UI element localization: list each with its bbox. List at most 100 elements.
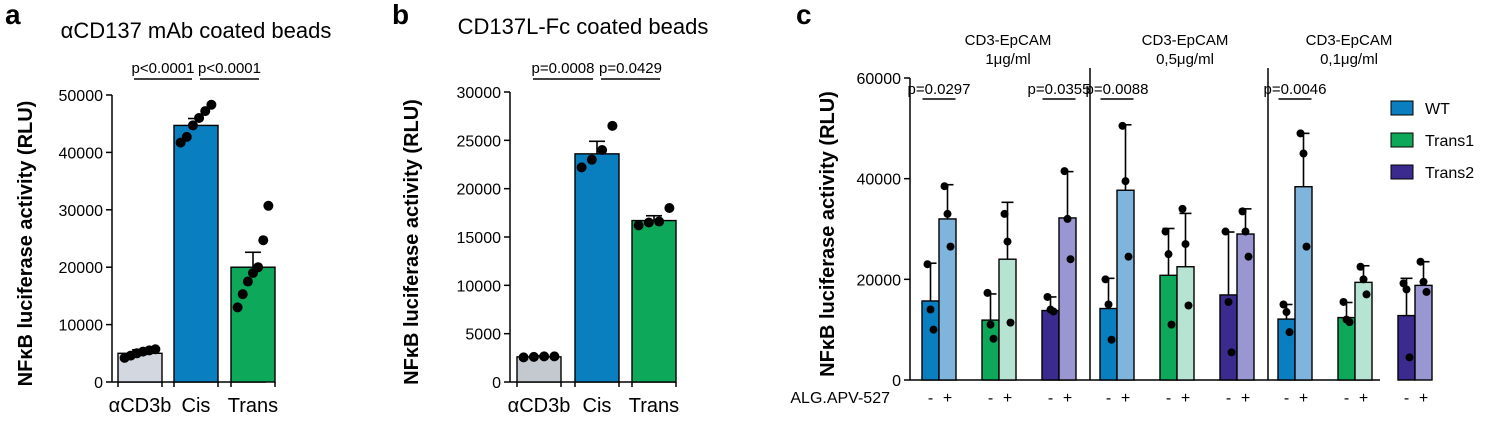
data-point: [643, 217, 654, 228]
data-point: [576, 162, 587, 173]
bar-3: [230, 266, 276, 383]
data-point: [232, 302, 243, 313]
y-tick-label: 10000: [59, 318, 104, 335]
data-point: [1416, 257, 1425, 266]
data-point: [1339, 297, 1348, 306]
y-axis-label: NFκB luciferase activity (RLU): [15, 101, 37, 387]
bar-trans2-plus: [1414, 284, 1433, 381]
treatment-label: +: [1063, 390, 1072, 407]
treatment-label: +: [1241, 390, 1250, 407]
bar-1: [117, 352, 163, 383]
p-value-label: p=0.0429: [599, 60, 662, 77]
data-point: [586, 154, 597, 165]
p-value-label: p<0.0001: [198, 60, 261, 77]
legend-swatch: [1390, 132, 1414, 148]
bar-2: [574, 153, 620, 383]
condition-label: CD3-EpCAM: [1142, 32, 1229, 49]
p-value-label: p=0.0008: [532, 60, 595, 77]
data-point: [1282, 308, 1291, 317]
data-point: [1164, 250, 1173, 259]
y-axis-label: NFκB luciferase activity (RLU): [401, 99, 423, 385]
treatment-label: -: [1344, 390, 1349, 407]
data-point: [1107, 335, 1116, 344]
x-category-label: Cis: [583, 395, 612, 417]
x-category-label: Trans: [629, 395, 679, 417]
data-point: [258, 235, 269, 246]
bar-wt-minus: [1099, 307, 1118, 381]
data-point: [929, 325, 938, 334]
bar-wt-minus: [1277, 318, 1296, 381]
bar-wt-plus: [1294, 186, 1313, 381]
p-value-label: p<0.0001: [132, 60, 195, 77]
bar-trans1-plus: [1176, 266, 1195, 381]
data-point: [1066, 255, 1075, 264]
data-point: [194, 112, 205, 123]
bar-trans2-minus: [1219, 294, 1238, 381]
panel-label: c: [796, 0, 812, 30]
bar-trans1-minus: [981, 319, 1000, 381]
data-point: [150, 344, 161, 355]
data-point: [206, 99, 217, 110]
treatment-label: -: [1106, 390, 1111, 407]
panel-label: b: [392, 0, 409, 30]
bar-trans2-minus: [1397, 314, 1416, 381]
treatment-label: +: [1181, 390, 1190, 407]
bar-wt-plus: [1116, 189, 1135, 381]
treatment-label: +: [943, 390, 952, 407]
data-point: [1003, 237, 1012, 246]
data-point: [549, 351, 560, 362]
y-tick-label: 10000: [457, 278, 502, 295]
data-point: [983, 288, 992, 297]
data-point: [1124, 252, 1133, 261]
data-point: [1359, 275, 1368, 284]
data-point: [633, 220, 644, 231]
panel-label: a: [5, 0, 21, 30]
data-point: [1296, 129, 1305, 138]
y-axis-label: NFκB luciferase activity (RLU): [817, 91, 839, 377]
data-point: [263, 200, 274, 211]
treatment-label: +: [1121, 390, 1130, 407]
data-point: [1356, 262, 1365, 271]
data-point: [539, 351, 550, 362]
y-tick-label: 0: [492, 375, 501, 392]
treatment-label: +: [1419, 390, 1428, 407]
p-value-label: p=0.0046: [1264, 81, 1327, 98]
data-point: [1362, 290, 1371, 299]
data-point: [1060, 167, 1069, 176]
data-point: [1241, 227, 1250, 236]
y-tick-label: 60000: [857, 71, 902, 88]
bar-2: [173, 124, 219, 383]
data-point: [1049, 307, 1058, 316]
data-point: [1279, 300, 1288, 309]
treatment-label: -: [988, 390, 993, 407]
treatment-label: -: [1226, 390, 1231, 407]
data-point: [181, 131, 192, 142]
y-tick-label: 15000: [457, 230, 502, 247]
data-point: [528, 351, 539, 362]
data-point: [926, 305, 935, 314]
legend-entry: WT: [1425, 101, 1450, 118]
data-point: [654, 216, 665, 227]
y-tick-label: 40000: [59, 145, 104, 162]
x-category-label: Cis: [182, 395, 211, 417]
data-point: [237, 289, 248, 300]
treatment-label: -: [1284, 390, 1289, 407]
x-axis-label: ALG.APV-527: [790, 390, 890, 407]
data-point: [597, 145, 608, 155]
data-point: [1402, 285, 1411, 294]
data-point: [1238, 207, 1247, 216]
bar-trans2-minus: [1041, 309, 1060, 381]
condition-concentration: 1μg/ml: [985, 51, 1030, 68]
panel-c: c NFκB luciferase activity (RLU) 0 20000 400…: [790, 0, 1474, 407]
treatment-label: -: [1404, 390, 1409, 407]
bar-trans2-plus: [1058, 217, 1077, 381]
y-tick-label: 40000: [857, 172, 902, 189]
data-point: [1285, 328, 1294, 337]
data-point: [200, 106, 211, 117]
data-point: [1227, 348, 1236, 357]
condition-label: CD3-EpCAM: [1306, 32, 1393, 49]
y-tick-label: 25000: [457, 133, 502, 150]
data-point: [253, 262, 264, 273]
data-point: [946, 242, 955, 251]
